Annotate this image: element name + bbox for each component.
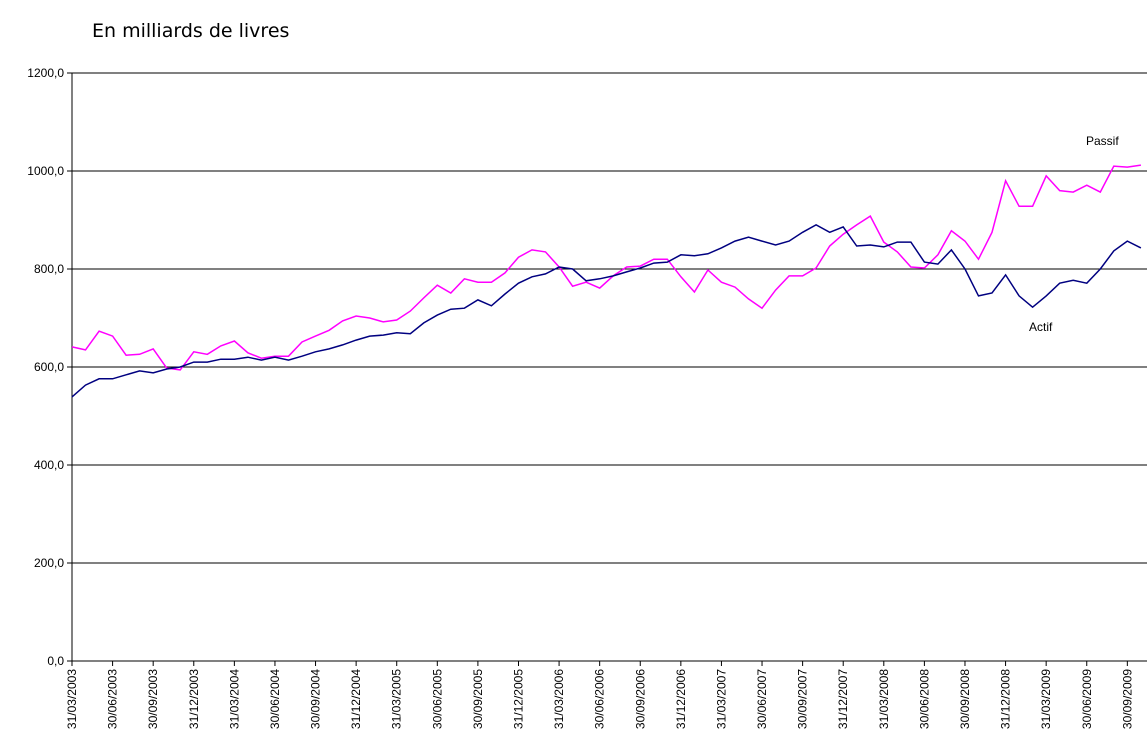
x-tick-label: 30/06/2006 bbox=[593, 669, 607, 729]
x-tick-label: 30/06/2008 bbox=[917, 669, 931, 729]
x-tick-label: 30/06/2009 bbox=[1080, 669, 1094, 729]
x-tick-label: 31/12/2008 bbox=[999, 669, 1013, 729]
y-tick-label: 400,0 bbox=[34, 458, 64, 472]
x-tick-label: 31/03/2007 bbox=[714, 669, 728, 729]
x-tick-label: 30/09/2009 bbox=[1120, 669, 1134, 729]
x-tick-label: 30/09/2006 bbox=[633, 669, 647, 729]
x-tick-label: 31/03/2005 bbox=[390, 669, 404, 729]
series-label: Actif bbox=[1029, 320, 1053, 334]
series-line bbox=[71, 164, 1142, 371]
x-tick-label: 30/09/2008 bbox=[958, 669, 972, 729]
x-tick-label: 31/03/2003 bbox=[65, 669, 79, 729]
x-tick-label: 30/06/2003 bbox=[106, 669, 120, 729]
x-tick-label: 31/12/2003 bbox=[187, 669, 201, 729]
series-label: Passif bbox=[1086, 134, 1119, 148]
x-tick-label: 30/09/2005 bbox=[471, 669, 485, 729]
y-tick-label: 1200,0 bbox=[27, 66, 64, 80]
x-tick-label: 31/03/2009 bbox=[1039, 669, 1053, 729]
y-tick-label: 1000,0 bbox=[27, 164, 64, 178]
x-tick-label: 31/03/2004 bbox=[227, 669, 241, 729]
x-tick-label: 31/03/2008 bbox=[877, 669, 891, 729]
x-tick-label: 31/12/2007 bbox=[836, 669, 850, 729]
chart-title: En milliards de livres bbox=[92, 20, 289, 42]
x-tick-label: 30/09/2004 bbox=[309, 669, 323, 729]
x-tick-label: 30/09/2003 bbox=[146, 669, 160, 729]
x-tick-label: 31/12/2006 bbox=[674, 669, 688, 729]
x-tick-label: 31/12/2004 bbox=[349, 669, 363, 729]
x-tick-label: 30/06/2005 bbox=[430, 669, 444, 729]
x-tick-label: 30/09/2007 bbox=[796, 669, 810, 729]
y-tick-label: 800,0 bbox=[34, 262, 64, 276]
y-tick-label: 200,0 bbox=[34, 556, 64, 570]
y-tick-label: 0,0 bbox=[47, 654, 64, 668]
y-tick-label: 600,0 bbox=[34, 360, 64, 374]
x-tick-label: 31/12/2005 bbox=[511, 669, 525, 729]
x-tick-label: 30/06/2007 bbox=[755, 669, 769, 729]
series-line bbox=[71, 224, 1142, 398]
x-tick-label: 31/03/2006 bbox=[552, 669, 566, 729]
x-tick-label: 30/06/2004 bbox=[268, 669, 282, 729]
